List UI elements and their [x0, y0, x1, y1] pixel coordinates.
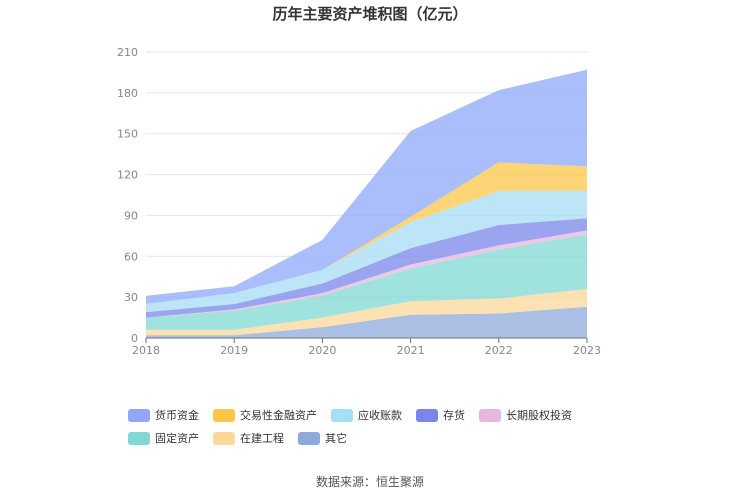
legend-item-8[interactable]: 其它: [298, 431, 347, 445]
y-tick-label: 30: [124, 291, 138, 304]
legend-swatch: [298, 431, 320, 445]
x-tick-label: 2022: [485, 344, 513, 357]
y-tick-label: 180: [117, 87, 138, 100]
legend-item-6[interactable]: 固定资产: [128, 431, 199, 445]
area-series-8: [146, 69, 587, 304]
area-series-5: [146, 218, 587, 318]
legend-label: 货币资金: [155, 409, 199, 422]
legend-label: 存货: [443, 409, 465, 422]
legend-swatch: [128, 431, 150, 445]
y-tick-label: 150: [117, 128, 138, 141]
stacked-area-chart: 0 30 60 90 120 150 180 210 2018 2019 2020 2021 2022 2…: [117, 46, 601, 357]
area-series-1: [146, 306, 587, 338]
legend-item-3[interactable]: 应收账款: [331, 408, 402, 422]
legend-swatch: [479, 408, 501, 422]
legend-swatch: [331, 408, 353, 422]
legend-label: 长期股权投资: [506, 409, 572, 422]
legend-swatch: [416, 408, 438, 422]
legend-swatch: [128, 408, 150, 422]
area-series-group: [146, 69, 587, 338]
area-series-6: [146, 190, 587, 313]
legend-item-7[interactable]: 在建工程: [213, 431, 284, 445]
x-tick-label: 2020: [308, 344, 336, 357]
area-series-7: [146, 162, 587, 304]
x-tick-label: 2023: [573, 344, 601, 357]
y-tick-label: 60: [124, 250, 138, 263]
x-tick-label: 2018: [132, 344, 160, 357]
legend-label: 应收账款: [358, 409, 402, 422]
area-series-4: [146, 230, 587, 318]
x-tick-label: 2019: [220, 344, 248, 357]
legend: 货币资金 交易性金融资产 应收账款 存货 长期股权投资固定资产 在建工程 其它: [128, 408, 648, 445]
legend-item-2[interactable]: 交易性金融资产: [213, 408, 317, 422]
legend-swatch: [213, 408, 235, 422]
y-tick-label: 0: [131, 332, 138, 345]
legend-label: 其它: [325, 432, 347, 445]
chart-title: 历年主要资产堆积图（亿元）: [272, 5, 468, 23]
x-tick-label: 2021: [397, 344, 425, 357]
legend-label: 固定资产: [155, 432, 199, 445]
area-series-2: [146, 289, 587, 336]
y-tick-label: 120: [117, 169, 138, 182]
legend-swatch: [213, 431, 235, 445]
source-note: 数据来源：恒生聚源: [315, 475, 424, 489]
axes: 0 30 60 90 120 150 180 210 2018 2019 2020 2021 2022 2…: [117, 46, 601, 357]
legend-label: 在建工程: [240, 432, 284, 445]
legend-item-5[interactable]: 长期股权投资: [479, 408, 572, 422]
legend-item-4[interactable]: 存货: [416, 408, 465, 422]
y-tick-label: 90: [124, 209, 138, 222]
y-tick-label: 210: [117, 46, 138, 59]
legend-item-1[interactable]: 货币资金: [128, 408, 199, 422]
legend-label: 交易性金融资产: [240, 409, 317, 422]
